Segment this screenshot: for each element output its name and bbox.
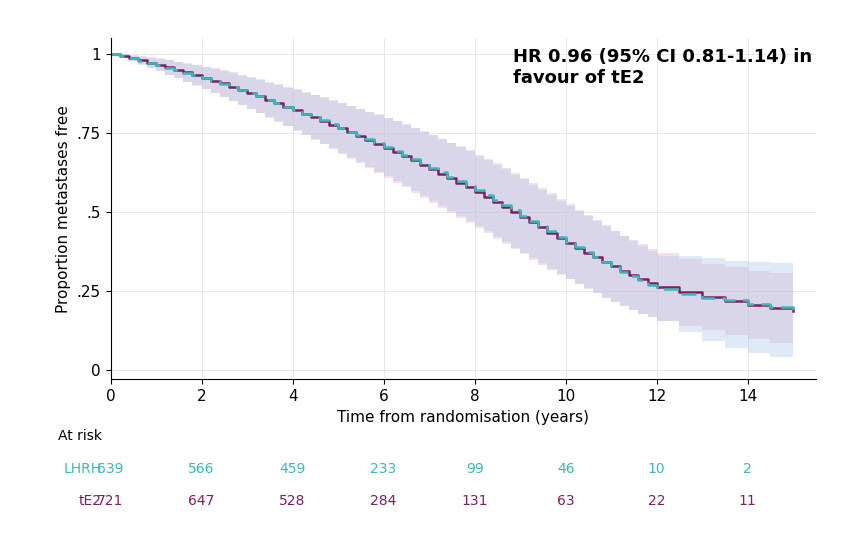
X-axis label: Time from randomisation (years): Time from randomisation (years) [337,410,589,425]
Text: 11: 11 [739,494,756,508]
Text: 10: 10 [648,462,666,476]
Text: 131: 131 [462,494,488,508]
Text: 566: 566 [189,462,215,476]
Text: 284: 284 [371,494,397,508]
Text: 647: 647 [189,494,215,508]
Y-axis label: Proportion metastases free: Proportion metastases free [56,105,71,313]
Text: HR 0.96 (95% CI 0.81-1.14) in
favour of tE2: HR 0.96 (95% CI 0.81-1.14) in favour of … [513,48,812,87]
Text: 46: 46 [557,462,575,476]
Text: 22: 22 [648,494,666,508]
Text: At risk: At risk [58,429,102,443]
Text: tE2: tE2 [79,494,102,508]
Text: 63: 63 [557,494,575,508]
Text: LHRH: LHRH [64,462,102,476]
Text: 2: 2 [744,462,752,476]
Text: 721: 721 [97,494,124,508]
Text: 233: 233 [371,462,397,476]
Text: 99: 99 [466,462,484,476]
Text: 459: 459 [280,462,306,476]
Text: 639: 639 [97,462,124,476]
Text: 528: 528 [280,494,306,508]
